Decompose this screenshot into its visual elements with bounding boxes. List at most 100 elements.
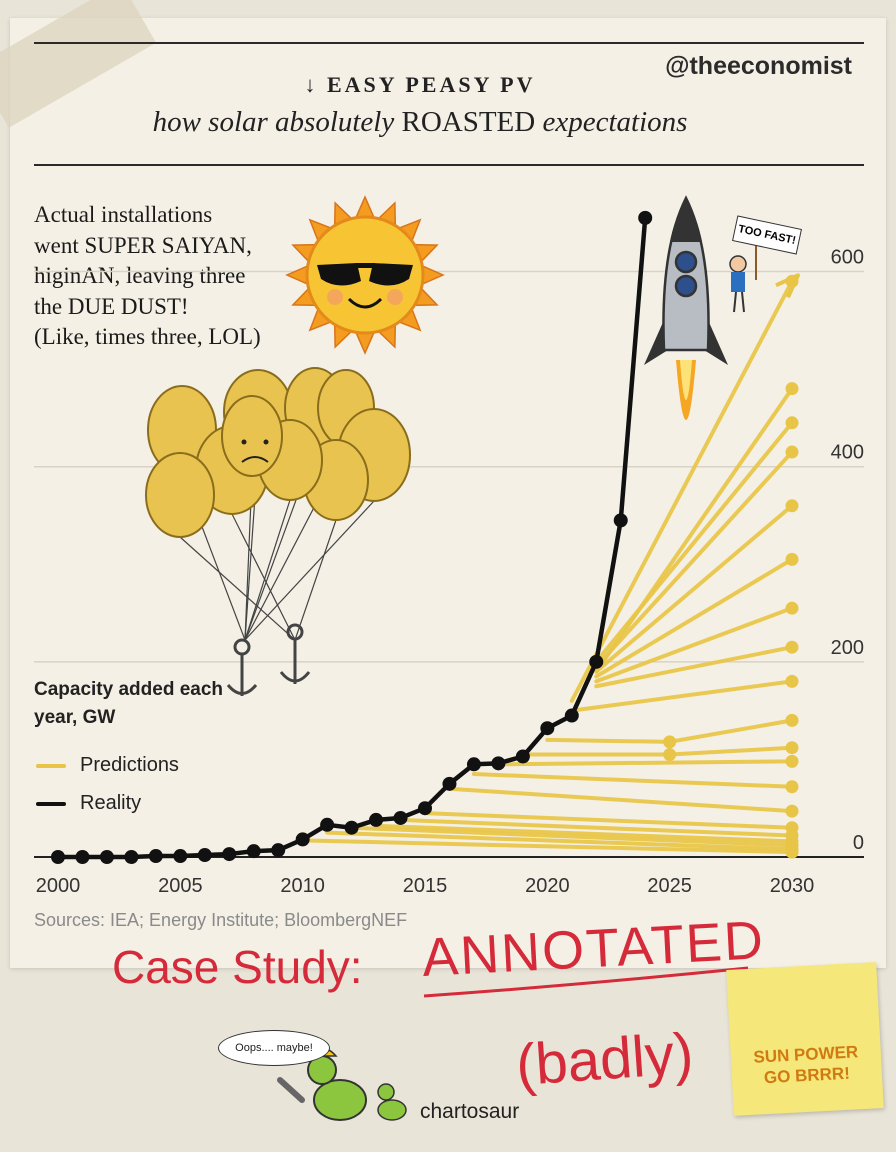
reality-point: [197, 848, 212, 863]
chart-annotation: Actual installations went SUPER SAIYAN, …: [34, 202, 261, 350]
chart-title: ↓ EASY PEASY PV: [0, 72, 840, 98]
reality-point: [75, 850, 90, 864]
prediction-line: [520, 745, 794, 757]
prediction-line: [300, 838, 794, 855]
prediction-point: [785, 741, 799, 755]
prediction-line: [569, 279, 794, 703]
prediction-line: [594, 450, 794, 669]
reality-point: [638, 210, 653, 225]
y-tick-label: 200: [831, 637, 864, 659]
reality-point: [51, 850, 65, 864]
underline-scribble: [423, 966, 749, 998]
reality-point: [173, 849, 188, 864]
sticky-note: SUN POWER GO BRRR!: [726, 962, 884, 1116]
reality-point: [466, 757, 481, 772]
y-tick-labels: 0 200 400 600: [831, 247, 864, 854]
x-tick-label: 2025: [647, 875, 692, 897]
prediction-line: [569, 679, 794, 713]
prediction-point: [785, 640, 799, 654]
header-rule: [34, 164, 864, 166]
prediction-line: [594, 557, 794, 679]
reality-point: [393, 810, 408, 825]
prediction-point: [785, 804, 799, 818]
title-text: EASY PEASY PV: [326, 72, 536, 97]
prediction-point: [785, 499, 799, 513]
reality-point: [222, 847, 237, 862]
prediction-line: [349, 825, 794, 848]
balloon-string: [179, 536, 296, 641]
reality-point: [540, 721, 555, 736]
reality-line: [51, 210, 653, 864]
y-tick-label: 600: [831, 247, 864, 269]
prediction-line: [594, 645, 794, 689]
balloon: [221, 395, 283, 477]
prediction-line: [325, 830, 794, 852]
reality-point: [564, 708, 579, 723]
x-tick-label: 2015: [403, 875, 448, 897]
chartosaur-label: chartosaur: [420, 1100, 520, 1123]
reality-point: [589, 654, 604, 669]
prediction-point: [785, 445, 799, 459]
prediction-line: [496, 759, 794, 767]
prediction-line: [398, 817, 794, 838]
y-tick-label: 400: [831, 442, 864, 464]
reality-point: [442, 776, 457, 791]
reality-point: [613, 513, 628, 528]
x-tick-label: 2010: [280, 875, 325, 897]
legend-swatch-predictions: [36, 763, 66, 768]
speech-bubble: Oops.... maybe!: [218, 1030, 330, 1066]
prediction-line: [594, 503, 794, 674]
reality-point: [320, 817, 335, 832]
anchor-icon: [226, 623, 311, 696]
reality-point: [246, 844, 261, 859]
y-tick-label: 0: [853, 832, 864, 854]
x-tick-label: 2000: [36, 875, 81, 897]
prediction-point: [785, 382, 799, 396]
reality-point: [418, 801, 432, 816]
prediction-line: [374, 823, 794, 844]
sun-icon: [285, 195, 445, 355]
top-rule: [34, 42, 864, 44]
sources-note: Sources: IEA; Energy Institute; Bloomber…: [34, 910, 408, 930]
prediction-lines: [300, 273, 800, 859]
x-tick-label: 2030: [770, 875, 815, 897]
reality-point: [271, 843, 286, 858]
balloon-string: [231, 513, 296, 641]
prediction-point: [785, 713, 799, 727]
x-tick-labels: 2000 2005 2010 2015 2020 2025 2030: [36, 875, 815, 897]
prediction-arrowhead: [775, 273, 800, 299]
prediction-point: [785, 754, 799, 768]
balloon-string: [244, 500, 375, 641]
prediction-point: [785, 552, 799, 566]
handle: @theeconomist: [665, 52, 852, 80]
down-arrow-icon: ↓: [304, 72, 319, 97]
reality-point: [124, 850, 139, 864]
reality-point: [99, 850, 114, 864]
prediction-line: [471, 772, 794, 789]
reality-point: [295, 832, 310, 847]
prediction-point: [785, 780, 799, 794]
balloon-eye: [263, 439, 269, 445]
balloon: [145, 452, 215, 538]
prediction-point: [785, 845, 799, 859]
reality-point: [344, 820, 359, 835]
x-tick-label: 2005: [158, 875, 203, 897]
legend-title: Capacity added each year, GW: [34, 679, 224, 728]
prediction-line: [423, 811, 794, 830]
balloon-string: [294, 519, 337, 641]
rocket-icon: [644, 195, 757, 420]
balloons-icon: [145, 367, 411, 641]
legend-item-predictions: Predictions: [36, 754, 179, 777]
prediction-point: [785, 416, 799, 430]
legend-swatch-reality: [36, 801, 66, 806]
prediction-line: [594, 606, 794, 684]
balloon-frown: [241, 456, 269, 463]
reality-point: [148, 849, 163, 864]
prediction-point: [785, 674, 799, 688]
reality-point: [515, 749, 530, 764]
x-tick-label: 2020: [525, 875, 570, 897]
prediction-line: [594, 420, 794, 664]
balloon-string: [244, 499, 291, 641]
